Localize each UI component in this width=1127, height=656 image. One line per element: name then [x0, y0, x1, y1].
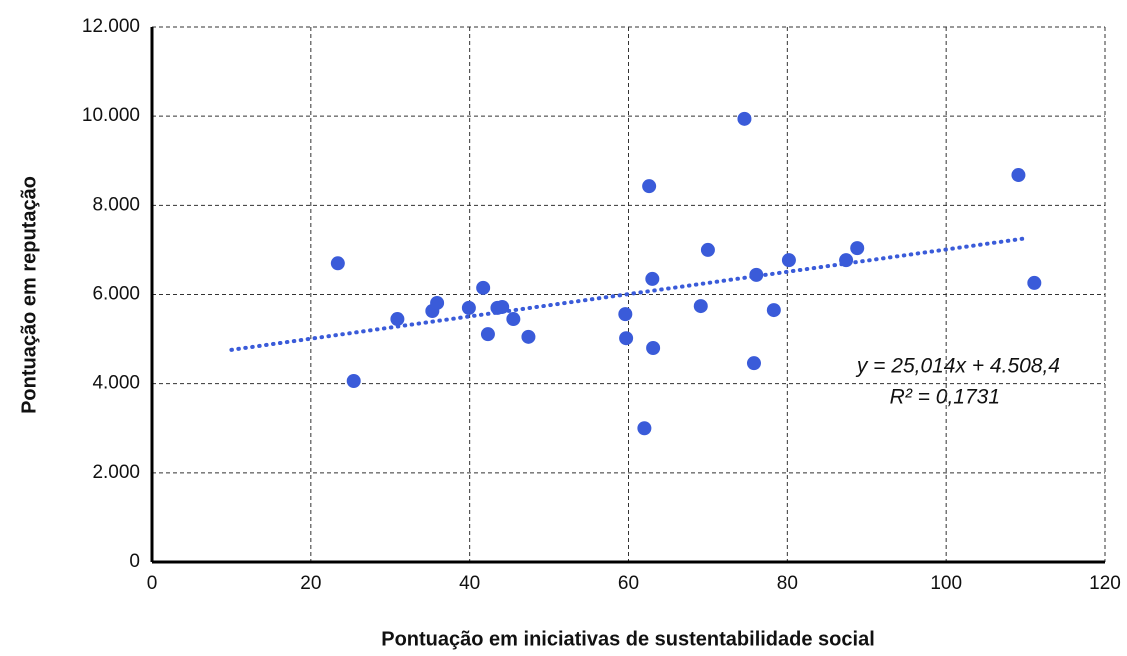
point: [645, 271, 660, 286]
x-tick-label: 120: [1089, 573, 1121, 594]
point: [700, 242, 715, 257]
point: [746, 356, 761, 371]
point: [506, 312, 521, 327]
trendline: [229, 236, 1028, 352]
point: [346, 373, 361, 388]
y-tick-label: 8.000: [92, 194, 140, 215]
point: [766, 303, 781, 318]
x-tick-label: 40: [459, 573, 480, 594]
point: [480, 327, 495, 342]
x-tick-label: 20: [300, 573, 321, 594]
point: [461, 300, 476, 315]
point: [781, 253, 796, 268]
x-tick-label: 80: [777, 573, 798, 594]
point: [390, 312, 405, 327]
point: [1011, 168, 1026, 183]
y-tick-label: 4.000: [92, 373, 140, 394]
point: [693, 299, 708, 314]
x-tick-label: 0: [147, 573, 158, 594]
point: [430, 295, 445, 310]
point: [749, 267, 764, 282]
y-tick-label: 0: [129, 551, 140, 572]
point: [637, 421, 652, 436]
point: [619, 331, 634, 346]
point: [642, 179, 657, 194]
x-axis-label: Pontuação em iniciativas de sustentabili…: [381, 628, 875, 650]
y-tick-label: 2.000: [92, 462, 140, 483]
point: [330, 256, 345, 271]
y-axis-label: Pontuação em reputação: [18, 176, 40, 414]
trendline-r2: R² = 0,1731: [890, 386, 1000, 409]
point: [850, 241, 865, 256]
point: [618, 307, 633, 322]
point: [1027, 275, 1042, 290]
point: [476, 280, 491, 295]
trendline-equation: y = 25,014x + 4.508,4: [855, 355, 1060, 378]
point: [495, 299, 510, 314]
point: [737, 111, 752, 126]
point: [521, 329, 536, 344]
point: [646, 341, 661, 355]
y-tick-label: 6.000: [92, 284, 140, 305]
point: [839, 253, 854, 268]
x-tick-label: 60: [618, 573, 639, 594]
x-tick-label: 100: [930, 573, 962, 594]
y-tick-label: 10.000: [82, 105, 140, 126]
y-tick-label: 12.000: [82, 16, 140, 37]
